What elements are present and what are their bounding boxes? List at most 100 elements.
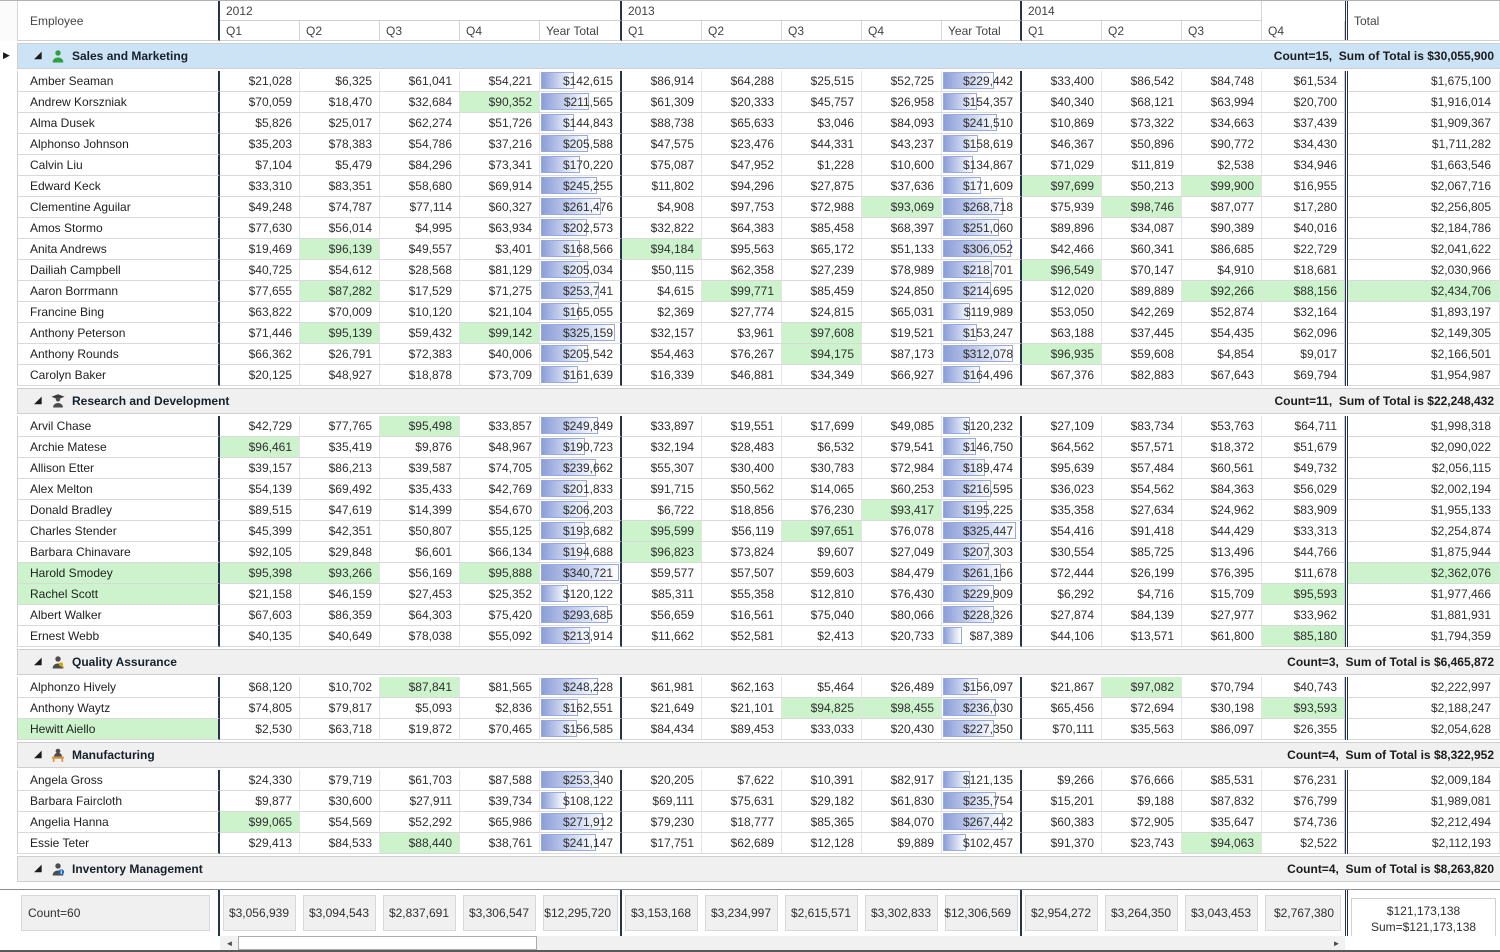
year-total-cell[interactable]: $102,457 bbox=[942, 833, 1022, 854]
quarter-value-cell[interactable]: $42,769 bbox=[460, 479, 540, 500]
row-total-cell[interactable]: $2,149,305 bbox=[1348, 323, 1500, 344]
quarter-value-cell[interactable]: $6,532 bbox=[782, 437, 862, 458]
quarter-value-cell[interactable]: $17,751 bbox=[622, 833, 702, 854]
quarter-value-cell[interactable]: $73,341 bbox=[460, 155, 540, 176]
quarter-value-cell[interactable]: $76,395 bbox=[1182, 563, 1262, 584]
quarter-value-cell[interactable]: $17,699 bbox=[782, 416, 862, 437]
quarter-value-cell[interactable]: $99,771 bbox=[702, 281, 782, 302]
quarter-value-cell[interactable]: $29,413 bbox=[220, 833, 300, 854]
quarter-value-cell[interactable]: $50,562 bbox=[702, 479, 782, 500]
quarter-value-cell[interactable]: $90,352 bbox=[460, 92, 540, 113]
quarter-value-cell[interactable]: $34,946 bbox=[1262, 155, 1345, 176]
quarter-value-cell[interactable]: $16,561 bbox=[702, 605, 782, 626]
group-header-row[interactable]: ◢ Inventory Management Count=4, Sum of Tot… bbox=[0, 856, 1500, 882]
quarter-value-cell[interactable]: $51,726 bbox=[460, 113, 540, 134]
year-total-cell[interactable]: $229,442 bbox=[942, 71, 1022, 92]
employee-name-cell[interactable]: Alphonso Johnson bbox=[18, 134, 220, 155]
quarter-value-cell[interactable]: $64,562 bbox=[1022, 437, 1102, 458]
quarter-value-cell[interactable]: $6,601 bbox=[380, 542, 460, 563]
year-total-cell[interactable]: $120,232 bbox=[942, 416, 1022, 437]
quarter-value-cell[interactable]: $85,458 bbox=[782, 218, 862, 239]
quarter-value-cell[interactable]: $99,900 bbox=[1182, 176, 1262, 197]
quarter-value-cell[interactable]: $69,492 bbox=[300, 479, 380, 500]
quarter-value-cell[interactable]: $94,063 bbox=[1182, 833, 1262, 854]
column-header-2014-q3[interactable]: Q3 bbox=[1182, 21, 1262, 41]
year-total-cell[interactable]: $325,159 bbox=[540, 323, 622, 344]
quarter-value-cell[interactable]: $70,147 bbox=[1102, 260, 1182, 281]
employee-name-cell[interactable]: Aaron Borrmann bbox=[18, 281, 220, 302]
quarter-value-cell[interactable]: $16,339 bbox=[622, 365, 702, 386]
quarter-value-cell[interactable]: $79,230 bbox=[622, 812, 702, 833]
quarter-value-cell[interactable]: $44,331 bbox=[782, 134, 862, 155]
year-total-cell[interactable]: $171,609 bbox=[942, 176, 1022, 197]
quarter-value-cell[interactable]: $2,836 bbox=[460, 698, 540, 719]
employee-name-cell[interactable]: Anthony Waytz bbox=[18, 698, 220, 719]
year-total-cell[interactable]: $156,097 bbox=[942, 677, 1022, 698]
quarter-value-cell[interactable]: $9,607 bbox=[782, 542, 862, 563]
quarter-value-cell[interactable]: $70,009 bbox=[300, 302, 380, 323]
quarter-value-cell[interactable]: $30,400 bbox=[702, 458, 782, 479]
quarter-value-cell[interactable]: $12,810 bbox=[782, 584, 862, 605]
column-header-year-2012[interactable]: 2012 bbox=[220, 1, 622, 21]
quarter-value-cell[interactable]: $35,563 bbox=[1102, 719, 1182, 740]
quarter-value-cell[interactable]: $33,033 bbox=[782, 719, 862, 740]
quarter-value-cell[interactable]: $13,496 bbox=[1182, 542, 1262, 563]
row-total-cell[interactable]: $2,256,805 bbox=[1348, 197, 1500, 218]
quarter-value-cell[interactable]: $34,087 bbox=[1102, 218, 1182, 239]
quarter-value-cell[interactable]: $88,738 bbox=[622, 113, 702, 134]
quarter-value-cell[interactable]: $75,939 bbox=[1022, 197, 1102, 218]
row-total-cell[interactable]: $2,434,706 bbox=[1348, 281, 1500, 302]
quarter-value-cell[interactable]: $45,399 bbox=[220, 521, 300, 542]
quarter-value-cell[interactable]: $61,830 bbox=[862, 791, 942, 812]
quarter-value-cell[interactable]: $74,805 bbox=[220, 698, 300, 719]
quarter-value-cell[interactable]: $11,802 bbox=[622, 176, 702, 197]
quarter-value-cell[interactable]: $93,417 bbox=[862, 500, 942, 521]
quarter-value-cell[interactable]: $40,135 bbox=[220, 626, 300, 647]
quarter-value-cell[interactable]: $21,101 bbox=[702, 698, 782, 719]
employee-name-cell[interactable]: Anita Andrews bbox=[18, 239, 220, 260]
quarter-value-cell[interactable]: $42,351 bbox=[300, 521, 380, 542]
quarter-value-cell[interactable]: $20,333 bbox=[702, 92, 782, 113]
quarter-value-cell[interactable]: $65,031 bbox=[862, 302, 942, 323]
quarter-value-cell[interactable]: $30,783 bbox=[782, 458, 862, 479]
quarter-value-cell[interactable]: $19,551 bbox=[702, 416, 782, 437]
quarter-value-cell[interactable]: $57,571 bbox=[1102, 437, 1182, 458]
row-total-cell[interactable]: $1,955,133 bbox=[1348, 500, 1500, 521]
quarter-value-cell[interactable]: $26,489 bbox=[862, 677, 942, 698]
quarter-value-cell[interactable]: $85,365 bbox=[782, 812, 862, 833]
employee-name-cell[interactable]: Calvin Liu bbox=[18, 155, 220, 176]
employee-name-cell[interactable]: Francine Bing bbox=[18, 302, 220, 323]
year-total-cell[interactable]: $142,615 bbox=[540, 71, 622, 92]
quarter-value-cell[interactable]: $66,927 bbox=[862, 365, 942, 386]
employee-name-cell[interactable]: Essie Teter bbox=[18, 833, 220, 854]
row-total-cell[interactable]: $1,989,081 bbox=[1348, 791, 1500, 812]
quarter-value-cell[interactable]: $21,867 bbox=[1022, 677, 1102, 698]
quarter-value-cell[interactable]: $27,049 bbox=[862, 542, 942, 563]
column-header-2012-q3[interactable]: Q3 bbox=[380, 21, 460, 41]
year-total-cell[interactable]: $205,034 bbox=[540, 260, 622, 281]
quarter-value-cell[interactable]: $20,700 bbox=[1262, 92, 1345, 113]
group-header-row[interactable]: ◢ Quality Assurance Count=3, Sum of Total … bbox=[0, 649, 1500, 675]
quarter-value-cell[interactable]: $66,362 bbox=[220, 344, 300, 365]
quarter-value-cell[interactable]: $71,446 bbox=[220, 323, 300, 344]
quarter-value-cell[interactable]: $68,121 bbox=[1102, 92, 1182, 113]
quarter-value-cell[interactable]: $21,649 bbox=[622, 698, 702, 719]
quarter-value-cell[interactable]: $49,732 bbox=[1262, 458, 1345, 479]
group-header-inventory-management[interactable]: ◢ Inventory Management Count=4, Sum of Tot… bbox=[18, 856, 1500, 882]
quarter-value-cell[interactable]: $74,787 bbox=[300, 197, 380, 218]
quarter-value-cell[interactable]: $96,935 bbox=[1022, 344, 1102, 365]
quarter-value-cell[interactable]: $73,824 bbox=[702, 542, 782, 563]
quarter-value-cell[interactable]: $61,534 bbox=[1262, 71, 1345, 92]
quarter-value-cell[interactable]: $59,577 bbox=[622, 563, 702, 584]
employee-name-cell[interactable]: Archie Matese bbox=[18, 437, 220, 458]
quarter-value-cell[interactable]: $63,994 bbox=[1182, 92, 1262, 113]
quarter-value-cell[interactable]: $93,069 bbox=[862, 197, 942, 218]
quarter-value-cell[interactable]: $47,575 bbox=[622, 134, 702, 155]
row-total-cell[interactable]: $2,067,716 bbox=[1348, 176, 1500, 197]
row-total-cell[interactable]: $1,794,359 bbox=[1348, 626, 1500, 647]
quarter-value-cell[interactable]: $21,158 bbox=[220, 584, 300, 605]
year-total-cell[interactable]: $194,688 bbox=[540, 542, 622, 563]
column-header-2013-q1[interactable]: Q1 bbox=[622, 21, 702, 41]
row-total-cell[interactable]: $2,002,194 bbox=[1348, 479, 1500, 500]
quarter-value-cell[interactable]: $19,521 bbox=[862, 323, 942, 344]
